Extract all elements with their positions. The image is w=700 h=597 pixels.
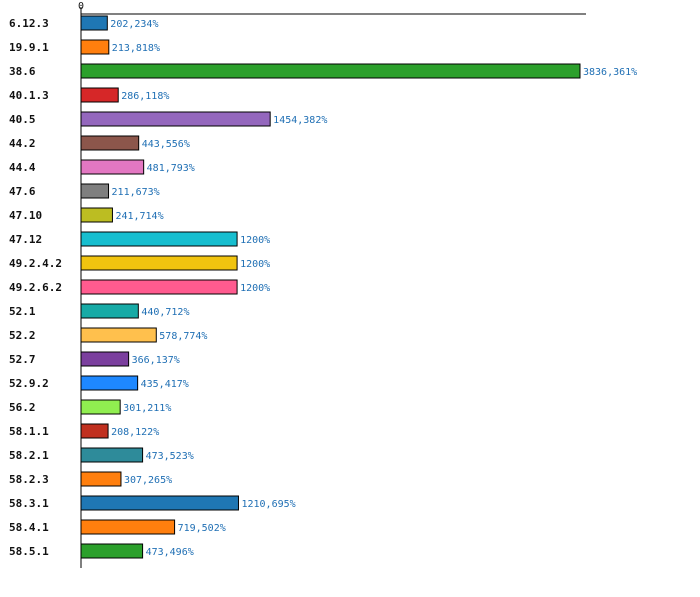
category-label: 58.5.1 — [9, 545, 49, 558]
bar-52.7 — [80, 351, 130, 367]
bar-52.2 — [80, 327, 157, 343]
category-label: 47.6 — [9, 185, 36, 198]
value-label: 440,712% — [141, 307, 189, 318]
value-label: 473,523% — [146, 451, 194, 462]
bar-58.2.3 — [80, 471, 122, 487]
bar-52.1 — [80, 303, 139, 319]
value-label: 1210,695% — [241, 499, 295, 510]
bar-44.2 — [80, 135, 140, 151]
bar-47.12 — [80, 231, 238, 247]
category-label: 44.2 — [9, 137, 36, 150]
category-label: 56.2 — [9, 401, 36, 414]
value-label: 1200% — [240, 259, 270, 270]
value-label: 366,137% — [132, 355, 180, 366]
value-label: 1200% — [240, 235, 270, 246]
bar-44.4 — [80, 159, 145, 175]
x-tick-label-0: 0 — [78, 1, 84, 12]
category-label: 38.6 — [9, 65, 36, 78]
value-label: 213,818% — [112, 43, 160, 54]
value-label: 719,502% — [178, 523, 226, 534]
value-label: 3836,361% — [583, 67, 637, 78]
category-label: 40.5 — [9, 113, 36, 126]
bar-40.1.3 — [80, 87, 119, 103]
value-label: 1200% — [240, 283, 270, 294]
value-label: 208,122% — [111, 427, 159, 438]
category-label: 52.7 — [9, 353, 36, 366]
value-label: 202,234% — [110, 19, 158, 30]
bar-6.12.3 — [80, 15, 108, 31]
category-label: 47.12 — [9, 233, 42, 246]
category-label: 49.2.6.2 — [9, 281, 62, 294]
category-label: 58.2.3 — [9, 473, 49, 486]
category-label: 47.10 — [9, 209, 42, 222]
bar-58.4.1 — [80, 519, 176, 535]
category-label: 58.4.1 — [9, 521, 49, 534]
value-label: 1454,382% — [273, 115, 327, 126]
category-label: 52.2 — [9, 329, 36, 342]
category-label: 40.1.3 — [9, 89, 49, 102]
category-label: 58.2.1 — [9, 449, 49, 462]
category-label: 52.9.2 — [9, 377, 49, 390]
bar-38.6 — [80, 63, 581, 79]
bar-52.9.2 — [80, 375, 139, 391]
category-label: 58.1.1 — [9, 425, 49, 438]
value-label: 307,265% — [124, 475, 172, 486]
category-label: 52.1 — [9, 305, 36, 318]
labels-layer: 6.12.3 202,234% 19.9.1 213,818% 38.6 3836,361… — [9, 17, 637, 558]
value-label: 473,496% — [146, 547, 194, 558]
value-label: 286,118% — [121, 91, 169, 102]
bar-19.9.1 — [80, 39, 110, 55]
value-label: 241,714% — [115, 211, 163, 222]
bar-58.3.1 — [80, 495, 239, 511]
bar-49.2.6.2 — [80, 279, 238, 295]
bar-47.6 — [80, 183, 110, 199]
bar-49.2.4.2 — [80, 255, 238, 271]
bar-47.10 — [80, 207, 113, 223]
value-label: 211,673% — [112, 187, 160, 198]
bar-58.5.1 — [80, 543, 144, 559]
category-label: 49.2.4.2 — [9, 257, 62, 270]
category-label: 58.3.1 — [9, 497, 49, 510]
category-label: 19.9.1 — [9, 41, 49, 54]
category-label: 6.12.3 — [9, 17, 49, 30]
bar-56.2 — [80, 399, 121, 415]
value-label: 578,774% — [159, 331, 207, 342]
bar-58.1.1 — [80, 423, 109, 439]
bar-40.5 — [80, 111, 271, 127]
value-label: 481,793% — [147, 163, 195, 174]
value-label: 435,417% — [141, 379, 189, 390]
value-label: 301,211% — [123, 403, 171, 414]
value-label: 443,556% — [142, 139, 190, 150]
category-label: 44.4 — [9, 161, 36, 174]
bar-58.2.1 — [80, 447, 144, 463]
